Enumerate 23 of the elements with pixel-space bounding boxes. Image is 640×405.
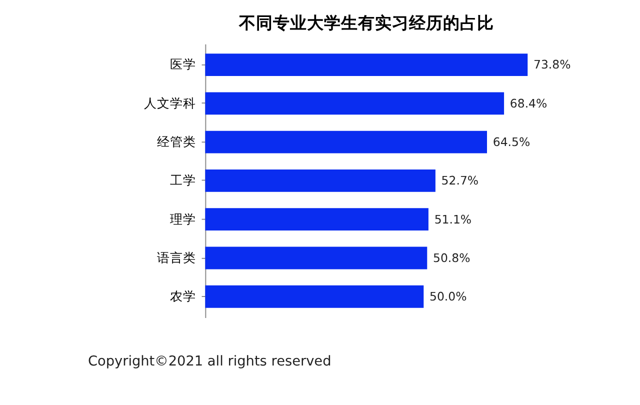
bar	[205, 246, 428, 270]
data-label: 50.8%	[433, 250, 470, 265]
y-tick-label: 经管类	[156, 134, 196, 149]
data-label: 64.5%	[492, 134, 530, 149]
data-label: 51.1%	[434, 212, 472, 226]
text: Copyright©2021 all rights reserved	[88, 353, 332, 370]
bar	[205, 285, 424, 308]
y-tick-label: 语言类	[156, 250, 196, 265]
y-tick-label: 人文学科	[144, 95, 196, 110]
y-tick-label: 农学	[170, 288, 196, 304]
y-tick-label: 工学	[170, 172, 196, 188]
bar	[205, 92, 504, 115]
y-tick-label: 医学	[170, 56, 196, 72]
data-label: 52.7%	[441, 174, 479, 188]
data-label: 73.8%	[533, 58, 571, 72]
chart-title: 不同专业大学生有实习经历的占比	[238, 13, 494, 32]
bar	[205, 170, 436, 192]
y-tick-label: 理学	[170, 211, 196, 226]
bar	[205, 54, 528, 76]
data-label: 50.0%	[430, 290, 467, 304]
data-label: 68.4%	[510, 96, 548, 110]
bar	[205, 130, 487, 154]
bar	[205, 208, 428, 231]
